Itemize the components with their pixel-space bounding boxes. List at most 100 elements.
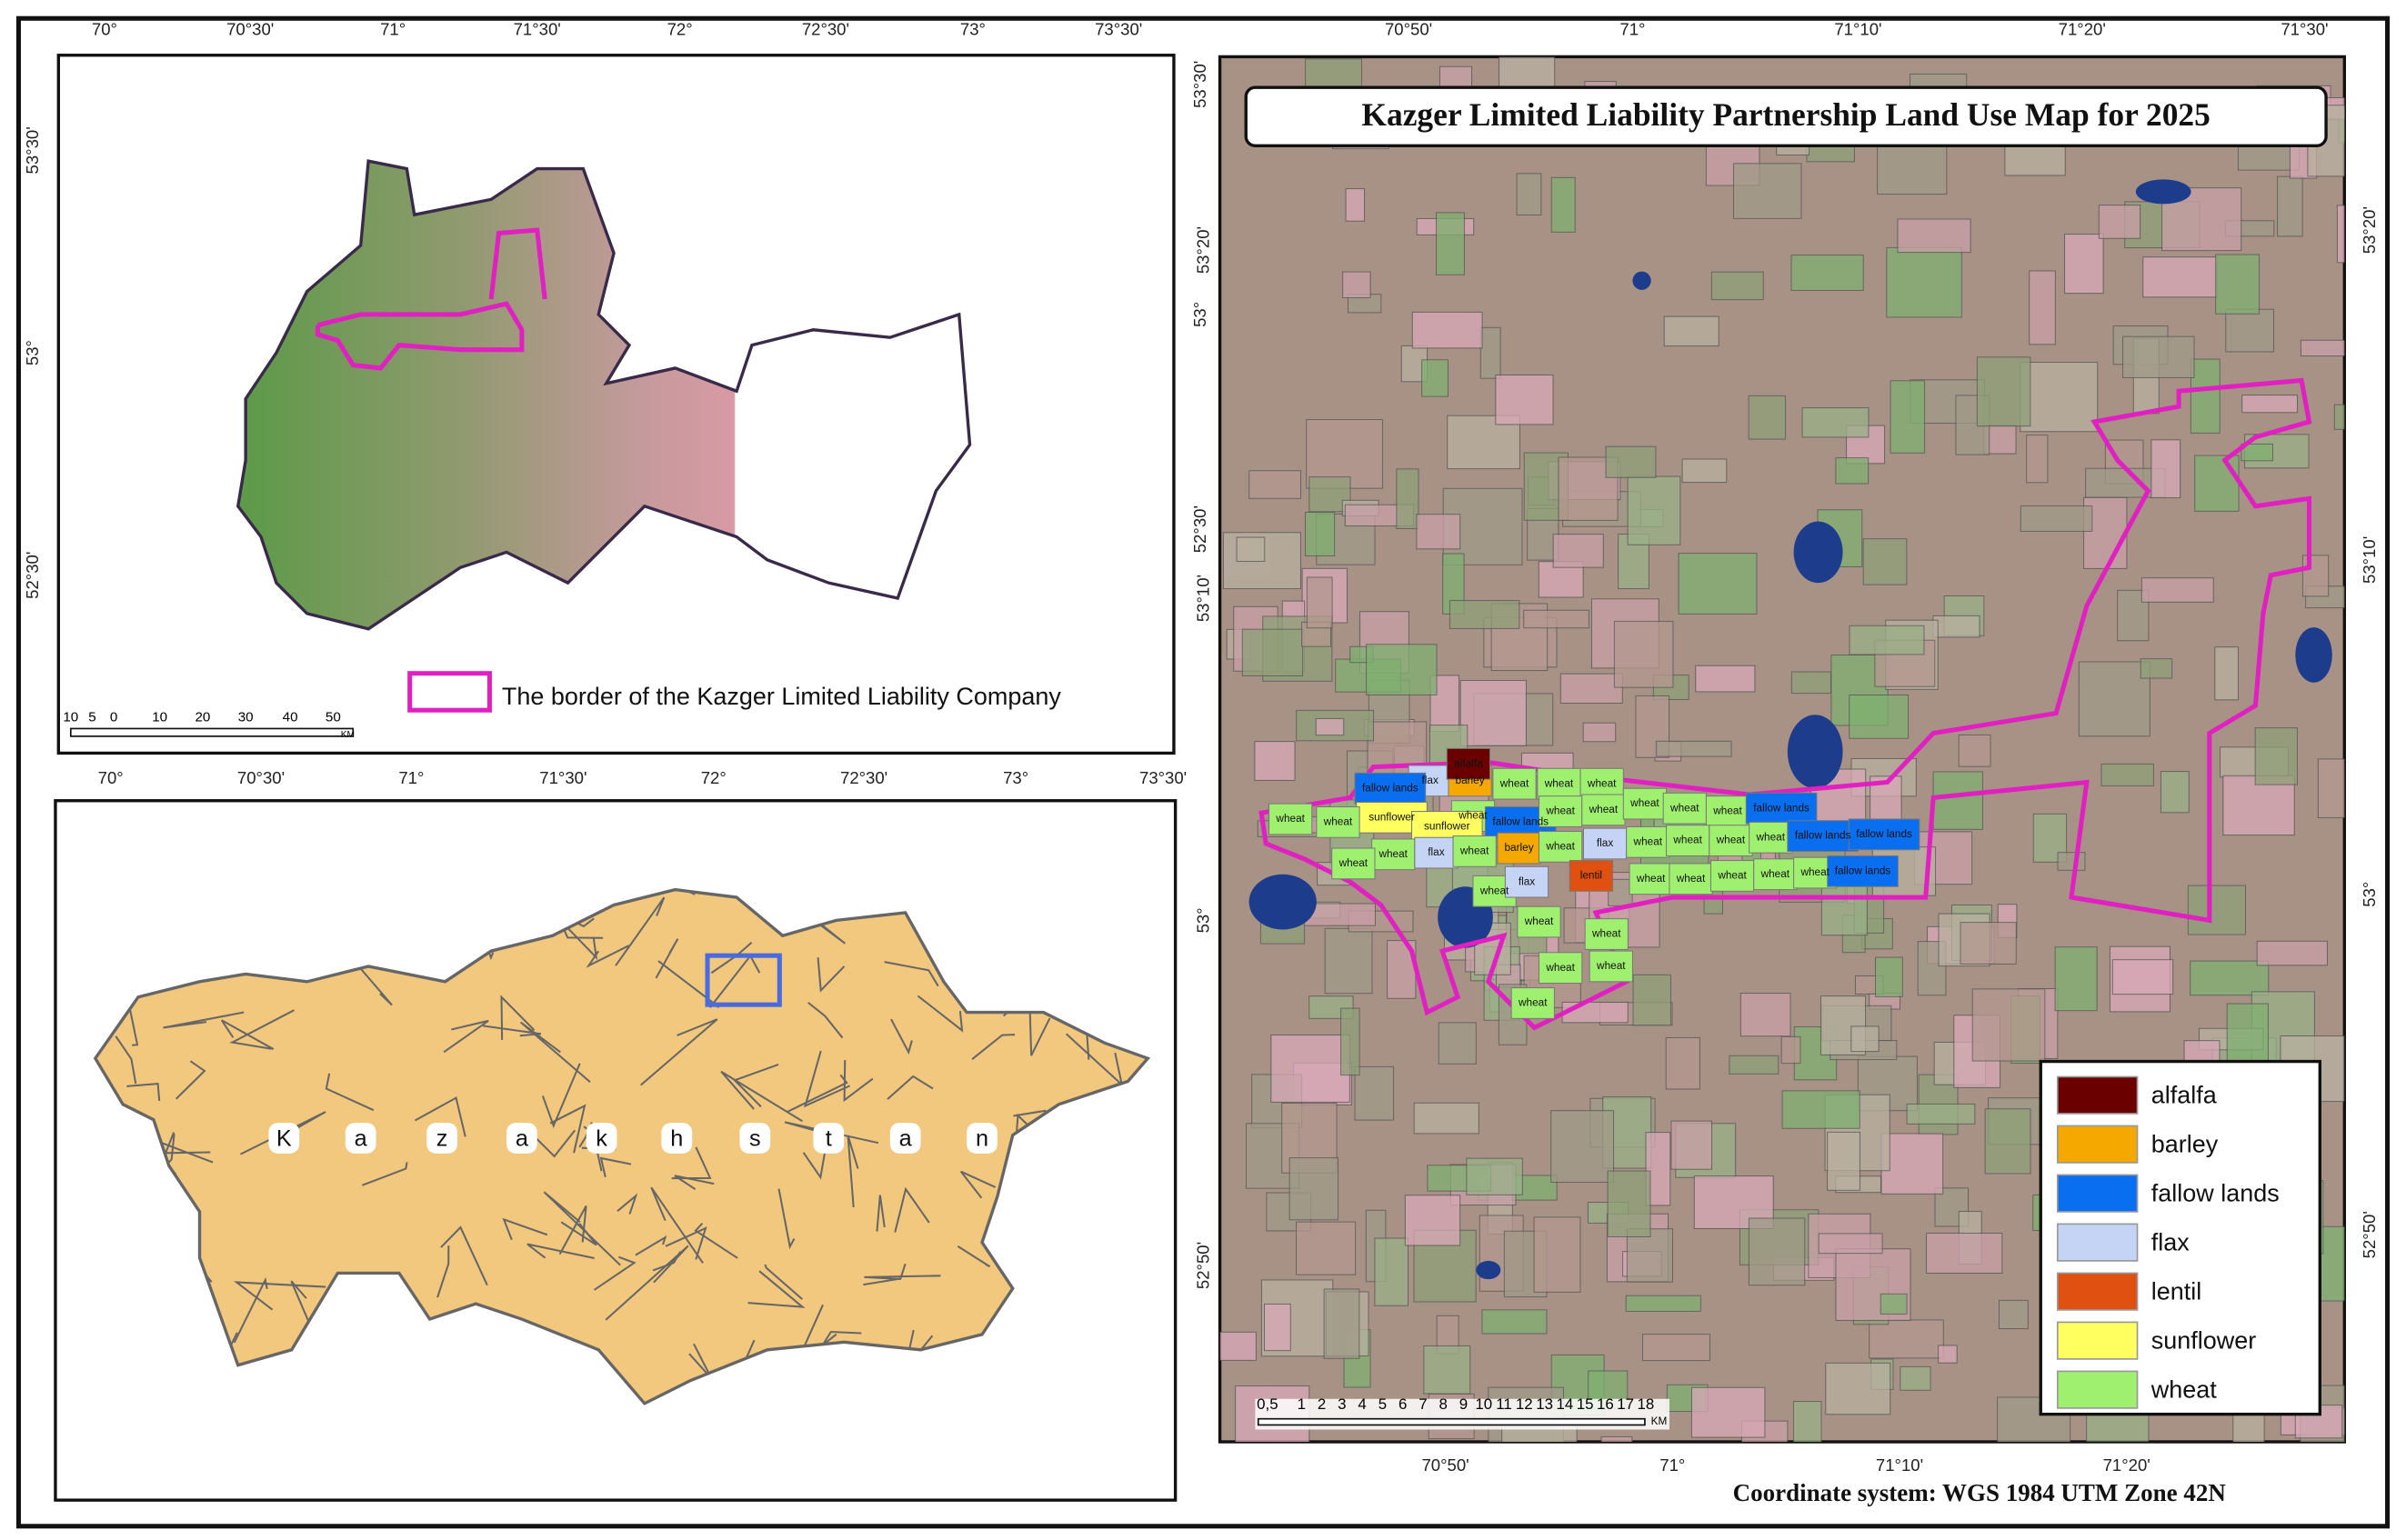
field-parcel (1665, 1036, 1700, 1090)
tick-label: 52°30' (1190, 505, 1209, 553)
field (1589, 950, 1633, 983)
field-parcel (1781, 1090, 1860, 1129)
field-label: wheat (1596, 959, 1626, 972)
letter-bg (889, 1123, 921, 1154)
tick-label: 73° (1003, 768, 1028, 787)
field-parcel (1345, 188, 1366, 222)
field (1371, 838, 1416, 871)
scale-label: 13 (1536, 1395, 1553, 1413)
district-line (164, 1132, 211, 1155)
district-line (777, 1188, 796, 1250)
field-label: wheat (1799, 865, 1830, 878)
scale-unit: KM (341, 730, 355, 740)
district-line (784, 1121, 879, 1145)
field-parcel (1404, 1195, 1461, 1246)
field-parcel (1670, 1120, 1713, 1170)
tick-label: 70° (98, 768, 124, 787)
field (1582, 827, 1628, 860)
field-parcel (1296, 1221, 1357, 1275)
district-line (803, 1050, 851, 1108)
main-scale-bar (1257, 1417, 1646, 1426)
letter-bg (268, 1123, 300, 1154)
field (1504, 865, 1549, 898)
field-parcel (2317, 758, 2345, 818)
tick-label: 71°10' (1876, 1455, 1923, 1475)
field-parcel (1827, 1131, 1860, 1191)
field-parcel (1880, 1133, 1944, 1195)
field-parcel (1459, 679, 1527, 746)
field-parcel (1442, 487, 1523, 565)
field (1749, 821, 1793, 854)
field-parcel (1880, 1293, 1908, 1315)
tick-label: 71° (1659, 1455, 1685, 1475)
field-parcel (1416, 514, 1461, 550)
district-line (163, 1011, 245, 1029)
district-line (126, 1083, 161, 1102)
lake (1793, 521, 1843, 584)
legend-swatch (2056, 1223, 2139, 1262)
field-parcel (1984, 1108, 2031, 1175)
field-parcel (1582, 722, 1617, 743)
field-parcel (2214, 646, 2240, 701)
field-parcel (1656, 740, 1732, 757)
district-line (220, 1019, 275, 1050)
field-parcel (1681, 458, 1728, 484)
field-parcel (1219, 1331, 1257, 1361)
tick-label: 53°10' (2360, 536, 2379, 584)
scale-label: 20 (195, 710, 210, 725)
field-parcel (1613, 620, 1674, 688)
lake (1476, 1260, 1501, 1280)
field-parcel (1960, 922, 2017, 965)
tick-label: 73°30' (1139, 768, 1187, 787)
field-label: fallow lands (1492, 815, 1549, 827)
field (1666, 825, 1710, 856)
scale-label: 0 (110, 710, 117, 725)
tick-label: 52°50' (1194, 1242, 1213, 1289)
field-parcel (1436, 212, 1465, 275)
district-line (344, 949, 393, 1006)
field-label: wheat (1676, 872, 1706, 885)
district-line (864, 1275, 941, 1281)
field-parcel (1324, 927, 1373, 995)
field-parcel (2226, 1003, 2269, 1065)
letter-bg (345, 1123, 376, 1154)
district-line (502, 1217, 548, 1241)
field-parcel (2140, 658, 2173, 679)
district-line (876, 1195, 886, 1232)
company-border (1258, 377, 2312, 1031)
field-parcel (1254, 741, 1296, 781)
field-label: lentil (1580, 869, 1602, 882)
country-letter: n (976, 1125, 988, 1151)
district-line (640, 1018, 718, 1086)
field-parcel (1423, 1345, 1471, 1395)
field-parcel (1236, 536, 1266, 562)
field-parcel (1374, 1237, 1409, 1306)
district-line (615, 896, 666, 966)
tick-label: 53°30' (1190, 61, 1209, 108)
field-label: wheat (1589, 803, 1619, 815)
tick-label: 53° (1194, 907, 1213, 933)
scale-label: 7 (1419, 1395, 1427, 1413)
field-label: wheat (1518, 996, 1548, 1009)
field-parcel (1801, 407, 1870, 438)
field-parcel (1748, 395, 1787, 440)
tick-label: 73°30' (1095, 20, 1142, 39)
district-line (440, 1225, 488, 1286)
field-parcel (1971, 988, 2046, 1062)
field-label: wheat (1524, 915, 1554, 927)
district-line (549, 1104, 586, 1154)
letter-bg (967, 1123, 997, 1154)
scale-label: 1 (1298, 1395, 1306, 1413)
field-parcel (2190, 960, 2270, 996)
field-parcel (1241, 628, 1304, 676)
field-parcel (1850, 1025, 1880, 1053)
field-parcel (1305, 58, 1362, 89)
field-parcel (1998, 1299, 2029, 1330)
field-label: wheat (1499, 776, 1529, 789)
scale-label: 50 (326, 710, 341, 725)
lake (1787, 715, 1843, 789)
field (1622, 787, 1668, 820)
field-parcel (1710, 271, 1764, 301)
tick-label: 72°30' (840, 768, 887, 787)
